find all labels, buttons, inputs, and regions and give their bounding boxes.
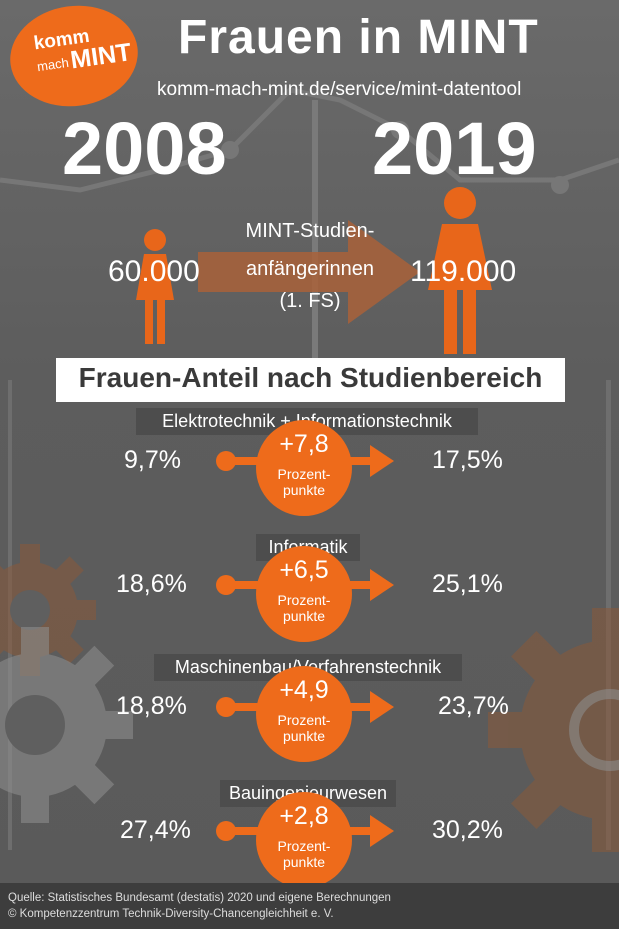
comparison-label-line3: (1. FS) bbox=[279, 290, 341, 312]
share-to: 30,2% bbox=[432, 816, 503, 844]
page-title: Frauen in MINT bbox=[178, 11, 539, 64]
share-to: 25,1% bbox=[432, 570, 503, 598]
share-from: 18,6% bbox=[116, 570, 187, 598]
share-from: 9,7% bbox=[124, 446, 181, 474]
delta-circle: +2,8 Prozent-punkte bbox=[256, 792, 352, 888]
source-url: komm-mach-mint.de/service/mint-datentool bbox=[157, 79, 522, 100]
arrow-right-icon bbox=[370, 691, 394, 723]
arrow-right-icon bbox=[198, 220, 420, 324]
delta-circle: +6,5 Prozent-punkte bbox=[256, 546, 352, 642]
delta-value: +7,8 bbox=[279, 430, 329, 458]
woman-icon-small bbox=[136, 229, 174, 344]
value-right: 119.000 bbox=[410, 255, 517, 288]
delta-value: +2,8 bbox=[279, 802, 329, 830]
arrow-right-icon bbox=[370, 815, 394, 847]
section-title: Frauen-Anteil nach Studienbereich bbox=[78, 362, 543, 393]
section-title-banner: Frauen-Anteil nach Studienbereich bbox=[56, 358, 565, 402]
gear-icon bbox=[488, 608, 619, 852]
arrow-right-icon bbox=[370, 569, 394, 601]
share-to: 23,7% bbox=[438, 692, 509, 720]
arrow-right-icon bbox=[370, 445, 394, 477]
delta-value: +6,5 bbox=[279, 556, 329, 584]
delta-circle: +7,8 Prozent-punkte bbox=[256, 420, 352, 516]
delta-unit: Prozent-punkte bbox=[277, 592, 331, 624]
delta-unit: Prozent-punkte bbox=[277, 466, 331, 498]
background-vertical-line bbox=[312, 100, 318, 360]
share-to: 17,5% bbox=[432, 446, 503, 474]
background-line-graph bbox=[0, 87, 619, 194]
comparison-label-line1: MINT-Studien- bbox=[245, 220, 375, 242]
gear-icon bbox=[0, 627, 133, 823]
delta-value: +4,9 bbox=[279, 676, 329, 704]
share-from: 27,4% bbox=[120, 816, 191, 844]
footer: Quelle: Statistisches Bundesamt (destati… bbox=[0, 883, 619, 929]
graph-node bbox=[551, 176, 569, 194]
delta-unit: Prozent-punkte bbox=[277, 712, 331, 744]
woman-icon-large bbox=[428, 187, 492, 354]
year-right: 2019 bbox=[372, 107, 537, 190]
logo-text-mach: mach bbox=[36, 54, 70, 75]
graph-node bbox=[391, 121, 409, 139]
value-left: 60.000 bbox=[108, 255, 200, 288]
graph-node bbox=[221, 141, 239, 159]
delta-unit: Prozent-punkte bbox=[277, 838, 331, 870]
year-left: 2008 bbox=[62, 107, 227, 190]
delta-circle: +4,9 Prozent-punkte bbox=[256, 666, 352, 762]
footer-copyright: © Kompetenzzentrum Technik-Diversity-Cha… bbox=[8, 908, 334, 920]
comparison-label-line2: anfängerinnen bbox=[246, 258, 374, 280]
footer-source: Quelle: Statistisches Bundesamt (destati… bbox=[8, 892, 391, 904]
share-from: 18,8% bbox=[116, 692, 187, 720]
